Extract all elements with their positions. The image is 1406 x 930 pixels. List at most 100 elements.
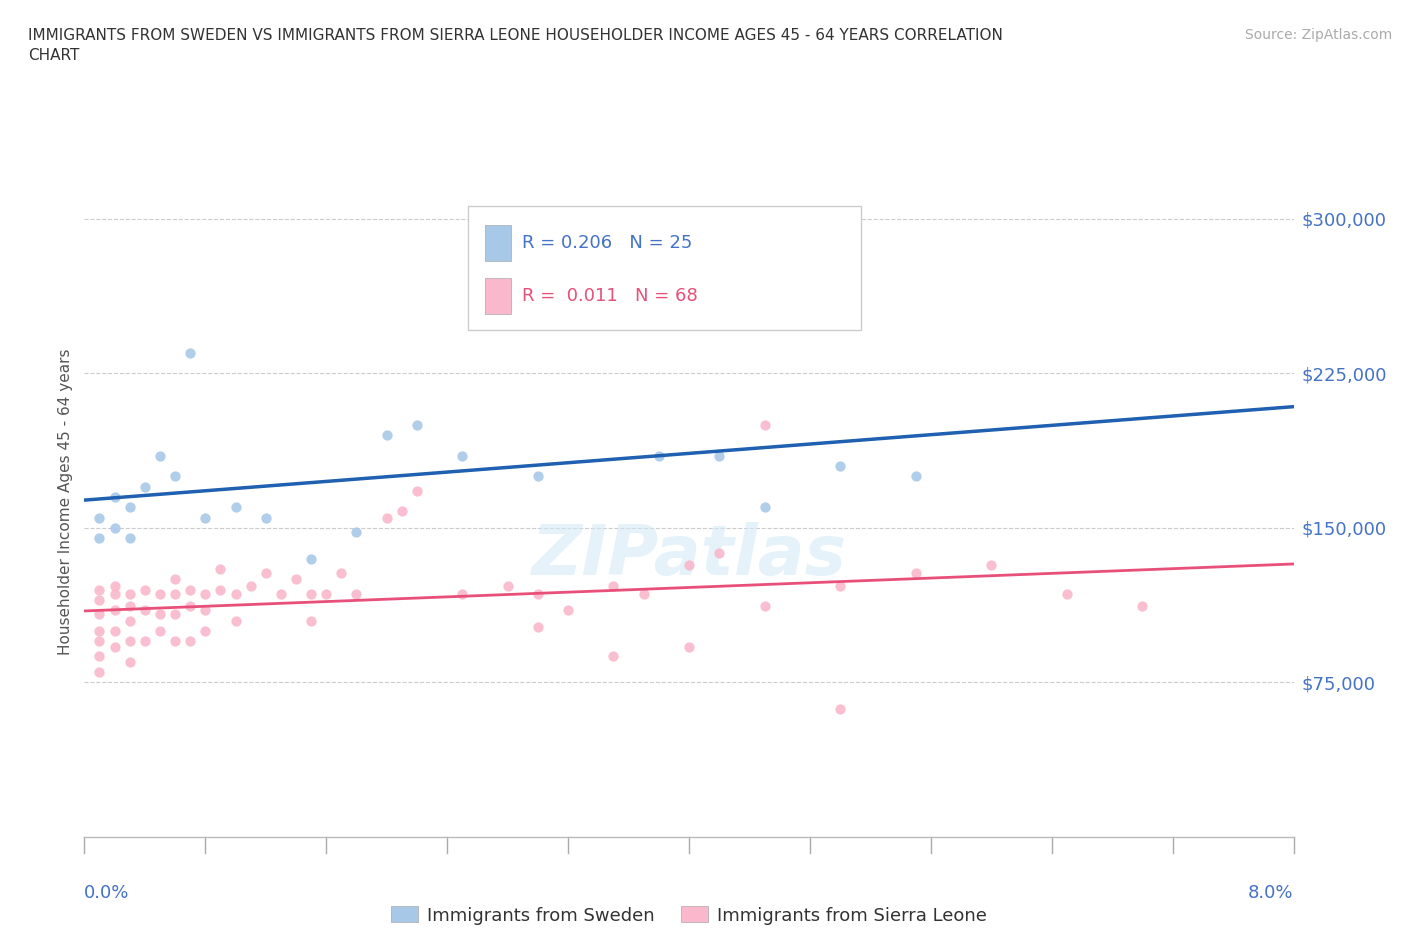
Point <box>104 521 127 536</box>
Point <box>118 613 141 628</box>
Point <box>239 578 262 593</box>
Point <box>179 634 201 649</box>
Text: R =  0.011   N = 68: R = 0.011 N = 68 <box>522 287 697 305</box>
Point <box>104 640 127 655</box>
Point <box>330 565 353 580</box>
Point <box>830 702 852 717</box>
Point <box>134 603 156 618</box>
Point <box>709 448 731 463</box>
Point <box>346 587 368 602</box>
Point <box>633 587 655 602</box>
Text: ZIPatlas: ZIPatlas <box>531 523 846 590</box>
Point <box>754 418 776 432</box>
Point <box>89 665 111 680</box>
Point <box>104 623 127 638</box>
Text: 0.0%: 0.0% <box>84 884 129 902</box>
Point <box>496 578 519 593</box>
Point <box>1132 599 1154 614</box>
Point <box>346 525 368 539</box>
Point <box>89 634 111 649</box>
Point <box>557 603 579 618</box>
Text: Source: ZipAtlas.com: Source: ZipAtlas.com <box>1244 28 1392 42</box>
Point <box>89 582 111 597</box>
Text: IMMIGRANTS FROM SWEDEN VS IMMIGRANTS FROM SIERRA LEONE HOUSEHOLDER INCOME AGES 4: IMMIGRANTS FROM SWEDEN VS IMMIGRANTS FRO… <box>28 28 1002 62</box>
Point <box>678 558 700 573</box>
Point <box>375 511 398 525</box>
Point <box>104 603 127 618</box>
Point <box>299 587 322 602</box>
Point <box>830 578 852 593</box>
Point <box>391 504 413 519</box>
Point <box>225 500 247 515</box>
Point <box>165 607 187 622</box>
Point <box>165 469 187 484</box>
Point <box>754 500 776 515</box>
Point <box>118 531 141 546</box>
Point <box>1056 587 1078 602</box>
Point <box>194 587 217 602</box>
Point <box>285 572 308 587</box>
Point <box>451 587 474 602</box>
Point <box>225 587 247 602</box>
Point <box>904 565 927 580</box>
Point <box>89 592 111 607</box>
Point <box>89 623 111 638</box>
Point <box>104 587 127 602</box>
Point <box>602 273 624 288</box>
Point <box>451 448 474 463</box>
Point <box>149 587 172 602</box>
Point <box>118 500 141 515</box>
Point <box>254 511 277 525</box>
Point <box>648 448 671 463</box>
Point <box>709 545 731 560</box>
Point <box>134 634 156 649</box>
Point <box>179 599 201 614</box>
Point <box>904 469 927 484</box>
Point <box>209 582 232 597</box>
Point <box>149 607 172 622</box>
Point <box>315 587 337 602</box>
Point <box>406 484 429 498</box>
Point <box>754 599 776 614</box>
Point <box>179 582 201 597</box>
Text: R = 0.206   N = 25: R = 0.206 N = 25 <box>522 234 692 252</box>
Point <box>194 511 217 525</box>
Point <box>118 587 141 602</box>
Legend: Immigrants from Sweden, Immigrants from Sierra Leone: Immigrants from Sweden, Immigrants from … <box>384 899 994 930</box>
Point <box>270 587 292 602</box>
Point <box>134 582 156 597</box>
Text: 8.0%: 8.0% <box>1249 884 1294 902</box>
Point <box>134 479 156 494</box>
Point <box>118 655 141 670</box>
Point <box>299 613 322 628</box>
Point <box>104 489 127 504</box>
Point <box>165 634 187 649</box>
Point <box>89 511 111 525</box>
Point <box>406 418 429 432</box>
Point <box>602 648 624 663</box>
Point <box>209 562 232 577</box>
Point <box>149 448 172 463</box>
Point <box>194 603 217 618</box>
Point <box>118 599 141 614</box>
Point <box>375 428 398 443</box>
Point <box>225 613 247 628</box>
Point <box>165 572 187 587</box>
Point <box>602 578 624 593</box>
Point <box>299 551 322 566</box>
Point <box>165 587 187 602</box>
Point <box>104 578 127 593</box>
Point <box>89 531 111 546</box>
Point <box>527 619 550 634</box>
Point <box>254 565 277 580</box>
Point <box>830 458 852 473</box>
Point <box>194 623 217 638</box>
Point <box>89 648 111 663</box>
Point <box>89 607 111 622</box>
Point <box>678 640 700 655</box>
Point <box>980 558 1002 573</box>
Point <box>149 623 172 638</box>
Y-axis label: Householder Income Ages 45 - 64 years: Householder Income Ages 45 - 64 years <box>58 349 73 656</box>
Point <box>527 469 550 484</box>
Point <box>118 634 141 649</box>
